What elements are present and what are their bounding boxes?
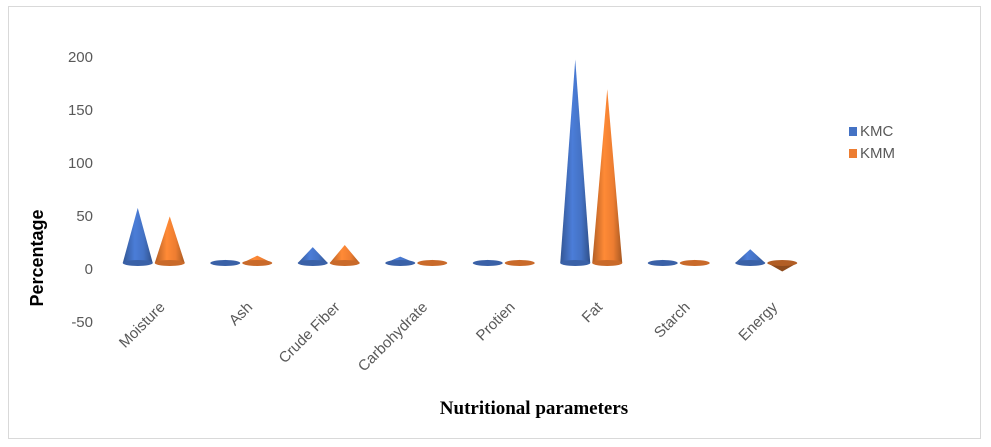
x-tick-label: Starch <box>651 299 694 342</box>
cone-kmc-starch <box>647 259 678 266</box>
legend-swatch-kmm <box>849 149 857 158</box>
cone-kmc-crude-fiber <box>297 247 328 266</box>
x-tick-label: Fat <box>579 298 607 326</box>
y-axis-ticks: -50 0 50 100 150 200 <box>68 49 93 331</box>
x-axis-ticks: Moisture Ash Crude Fiber Carbohydrate Protie… <box>116 298 782 375</box>
cone-kmm-fat <box>592 89 623 266</box>
y-tick-label: 0 <box>85 261 93 278</box>
y-tick-label: -50 <box>71 314 93 331</box>
cone-kmc-carbohydrate <box>385 256 416 266</box>
cone-kmc-protien <box>472 259 503 266</box>
legend: KMC KMM <box>849 123 895 162</box>
y-tick-label: 200 <box>68 49 93 66</box>
plot-area <box>122 59 798 272</box>
cone-kmm-energy <box>767 260 798 272</box>
x-tick-label: Protien <box>473 299 519 345</box>
cone-kmm-ash <box>242 255 273 266</box>
cone-kmc-fat <box>560 59 591 266</box>
x-axis-title: Nutritional parameters <box>440 398 628 419</box>
cone-kmm-starch <box>679 259 710 266</box>
x-tick-label: Crude Fiber <box>276 299 344 367</box>
cone-kmc-ash <box>210 259 241 266</box>
cone-kmm-crude-fiber <box>329 244 360 266</box>
x-tick-label: Carbohydrate <box>355 299 431 375</box>
y-axis-title: Percentage <box>27 209 47 306</box>
x-tick-label: Moisture <box>116 299 169 352</box>
cone-kmc-moisture <box>122 207 153 266</box>
legend-swatch-kmc <box>849 127 857 136</box>
cone-kmc-energy <box>735 249 766 266</box>
y-tick-label: 50 <box>76 208 93 225</box>
cone-kmm-moisture <box>154 216 185 266</box>
y-tick-label: 150 <box>68 102 93 119</box>
y-tick-label: 100 <box>68 155 93 172</box>
legend-label-kmc: KMC <box>860 123 894 140</box>
cone-kmm-carbohydrate <box>417 259 448 266</box>
x-tick-label: Energy <box>735 298 781 344</box>
legend-label-kmm: KMM <box>860 145 895 162</box>
x-tick-label: Ash <box>226 299 256 329</box>
cone-kmm-protien <box>504 259 535 266</box>
